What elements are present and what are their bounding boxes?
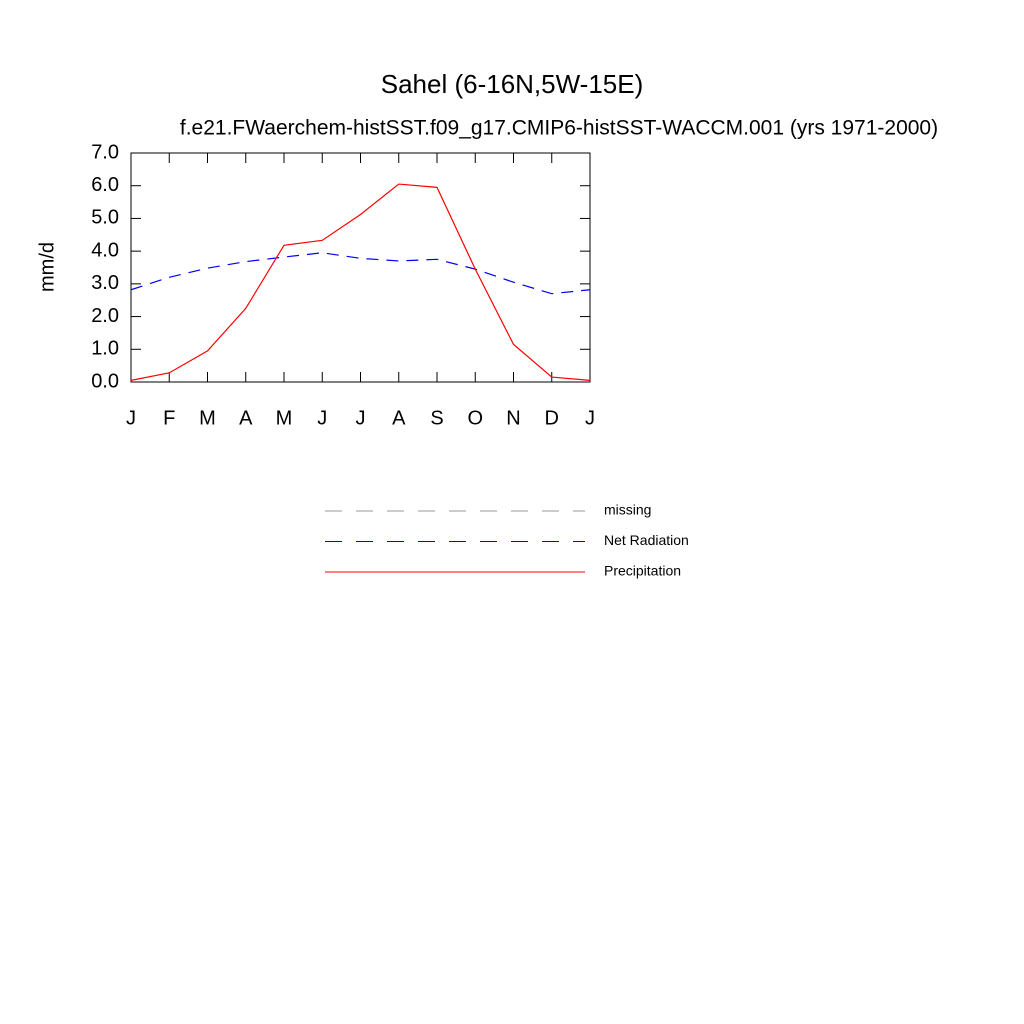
x-tick-label: M: [199, 407, 216, 429]
x-tick-label: S: [430, 407, 443, 429]
y-tick-label: 5.0: [91, 207, 119, 229]
x-tick-label: J: [356, 407, 366, 429]
y-axis-label: mm/d: [36, 242, 58, 292]
y-tick-label: 2.0: [91, 305, 119, 327]
x-tick-label: M: [276, 407, 293, 429]
series-line: [130, 183, 591, 381]
y-tick-label: 0.0: [91, 370, 119, 392]
legend-label: Net Radiation: [604, 532, 689, 548]
chart-subtitle: f.e21.FWaerchem-histSST.f09_g17.CMIP6-hi…: [180, 117, 938, 140]
x-tick-label: J: [126, 407, 136, 429]
x-tick-label: J: [585, 407, 595, 429]
y-tick-label: 6.0: [91, 174, 119, 196]
y-tick-label: 7.0: [91, 141, 119, 163]
x-tick-label: F: [163, 407, 175, 429]
legend-label: missing: [604, 502, 651, 518]
x-tick-label: A: [239, 407, 253, 429]
legend-label: Precipitation: [604, 563, 681, 579]
chart-title: Sahel (6-16N,5W-15E): [381, 69, 644, 99]
y-tick-label: 4.0: [91, 239, 119, 261]
x-tick-label: N: [506, 407, 520, 429]
y-tick-label: 3.0: [91, 272, 119, 294]
x-tick-label: D: [545, 407, 559, 429]
x-tick-label: O: [467, 407, 483, 429]
plot-frame: [130, 152, 591, 383]
series-line: [130, 252, 591, 295]
x-tick-label: A: [392, 407, 406, 429]
x-tick-label: J: [317, 407, 327, 429]
y-tick-label: 1.0: [91, 338, 119, 360]
